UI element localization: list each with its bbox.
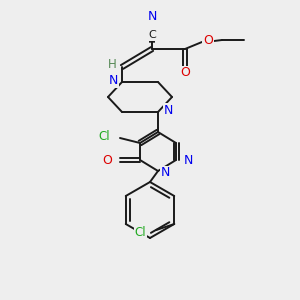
Text: H: H: [108, 58, 116, 70]
Text: C: C: [148, 30, 156, 40]
Text: N: N: [147, 11, 157, 23]
Text: O: O: [203, 34, 213, 47]
Text: N: N: [164, 103, 173, 116]
Text: Cl: Cl: [98, 130, 110, 143]
Text: N: N: [161, 167, 170, 179]
Text: N: N: [109, 74, 118, 86]
Text: N: N: [109, 74, 118, 86]
Text: Cl: Cl: [135, 226, 146, 238]
Text: O: O: [102, 154, 112, 166]
Text: N: N: [184, 154, 194, 166]
Text: O: O: [180, 67, 190, 80]
